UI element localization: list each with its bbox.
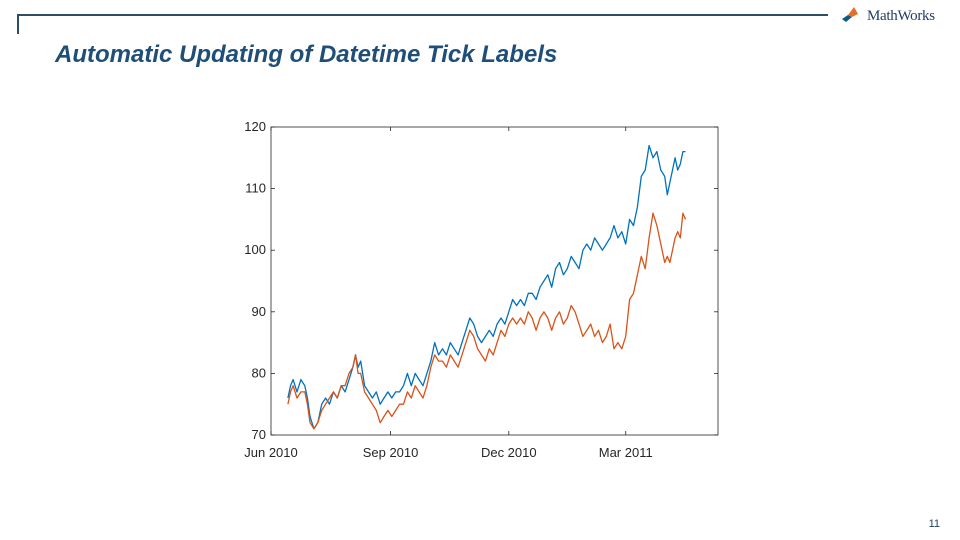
x-tick-label: Mar 2011: [599, 445, 653, 460]
y-tick-label: 80: [252, 365, 266, 380]
page-number: 11: [928, 518, 940, 530]
logo-text: MathWorks: [867, 7, 935, 24]
slide-frame-top-rule: [17, 14, 828, 16]
plot-box: [270, 126, 719, 436]
y-tick-label: 70: [252, 427, 266, 442]
datetime-line-chart: 70 80 90 100 110 120 Jun 2010 Sep 2010 Dec 2010 M…: [244, 119, 719, 460]
series-line-2: [287, 212, 687, 430]
y-tick-label: 90: [252, 304, 266, 319]
y-tick-label: 120: [244, 119, 266, 134]
y-tick-label: 100: [244, 242, 266, 257]
x-tick-label: Dec 2010: [481, 445, 537, 460]
slide-frame-left-rule: [17, 14, 19, 34]
mathworks-logo: MathWorks: [842, 4, 935, 28]
y-tick-label: 110: [245, 181, 266, 196]
x-tick-label: Sep 2010: [363, 445, 419, 460]
slide-title: Automatic Updating of Datetime Tick Labe…: [55, 41, 558, 68]
matlab-membrane-icon: [842, 7, 864, 25]
x-tick-label: Jun 2010: [244, 445, 298, 460]
